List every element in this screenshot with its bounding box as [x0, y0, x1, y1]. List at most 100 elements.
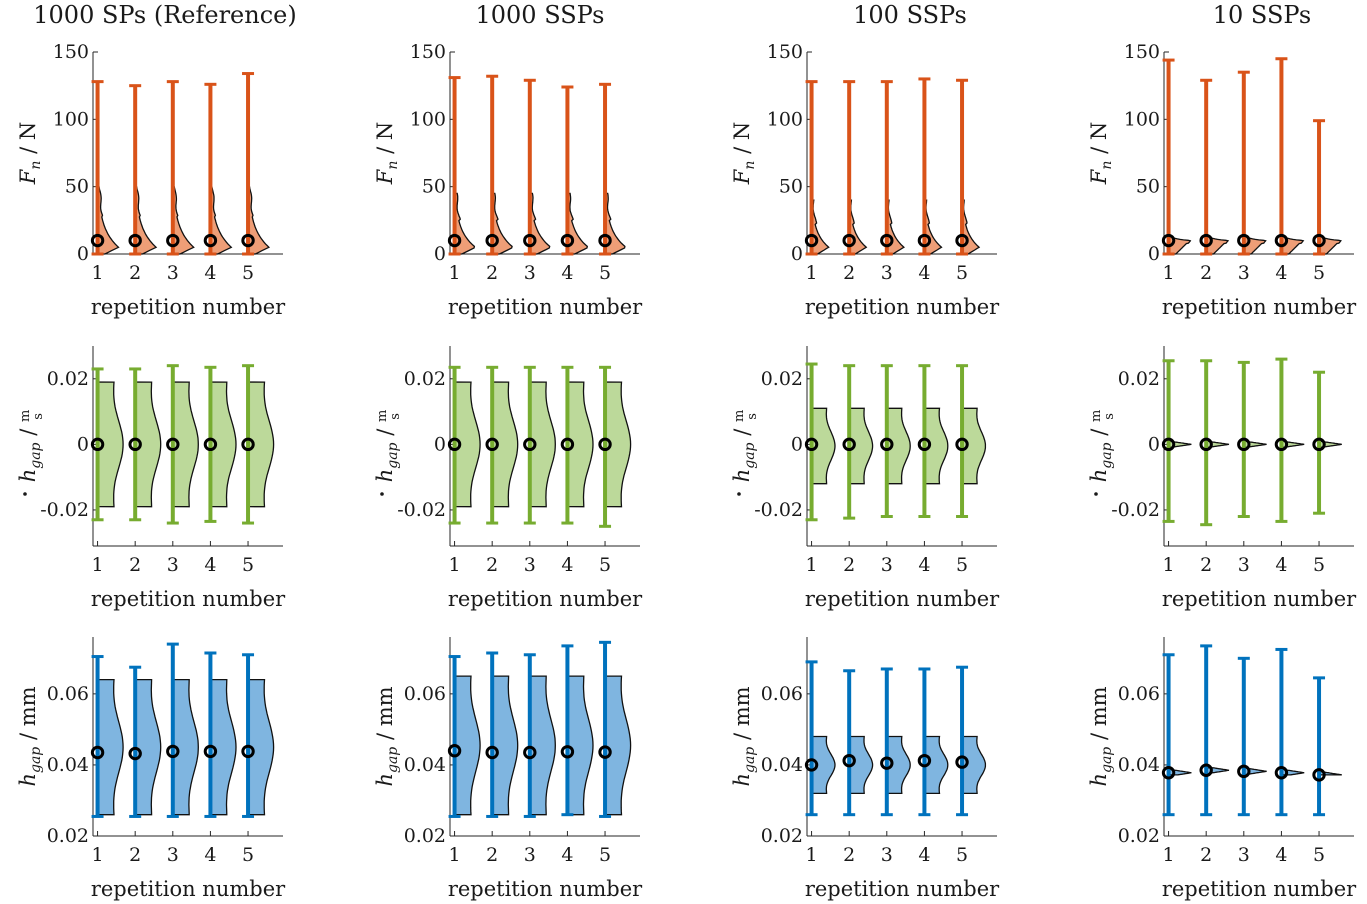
x-tick-label: 1	[449, 554, 461, 576]
x-tick-label: 1	[92, 844, 104, 866]
median-marker	[203, 233, 218, 248]
x-tick-label: 3	[1238, 554, 1250, 576]
x-tick-label: 2	[843, 262, 855, 284]
median-marker	[90, 437, 105, 452]
median-marker	[1161, 437, 1176, 452]
column-title-2: 1000 SSPs	[476, 1, 605, 29]
x-tick-label: 1	[1163, 844, 1175, 866]
violin-shape	[529, 675, 556, 816]
y-tick-label: 150	[767, 41, 803, 63]
median-marker	[447, 233, 462, 248]
x-tick-label: 3	[167, 554, 179, 576]
y-tick-label: 0.06	[761, 683, 803, 705]
y-tick-label: 0.04	[404, 754, 446, 776]
median-marker	[523, 437, 537, 452]
y-axis-label: hgap / mm	[373, 686, 401, 786]
median-marker	[166, 437, 180, 452]
x-tick-label: 3	[167, 262, 179, 284]
x-tick-label: 4	[1275, 844, 1287, 866]
median-marker	[1199, 233, 1213, 248]
y-tick-label: -0.02	[754, 499, 803, 521]
x-tick-label: 3	[881, 844, 893, 866]
median-marker	[955, 233, 969, 248]
x-tick-label: 4	[918, 554, 930, 576]
y-tick-label: 100	[53, 108, 89, 130]
panel-hdot-col1: -0.02 0 0.02 1 2 3 4 5 repetition number hgap / m…	[16, 346, 286, 611]
y-axis-label: hgap / mm	[1087, 686, 1115, 786]
panel-hdot-col3: -0.02 0 0.02 1 2 3 4 5 repetition number hgap / m…	[730, 346, 1000, 611]
y-tick-label: 50	[779, 176, 803, 198]
x-tick-label: 3	[1238, 262, 1250, 284]
panel-fn-col3: 0 50 100 150 1 2 3 4 5 repetition number Fn / N	[730, 41, 1000, 319]
y-tick-label: -0.02	[1111, 499, 1160, 521]
ylabel-dot-accent	[380, 492, 384, 496]
median-marker	[128, 437, 142, 452]
panel-h-col2: 0.02 0.04 0.06 1 2 3 4 5 repetition number hgap /…	[373, 637, 643, 901]
violin-shape	[886, 735, 911, 795]
y-axis-label: Fn / N	[373, 122, 401, 185]
x-tick-label: 4	[561, 844, 573, 866]
x-axis-label: repetition number	[91, 587, 286, 611]
y-tick-label: 0	[434, 243, 446, 265]
median-marker	[917, 753, 932, 768]
panel-fn-col4: 0 50 100 150 1 2 3 4 5 repetition number Fn / N	[1087, 41, 1357, 319]
x-tick-label: 4	[204, 554, 216, 576]
y-tick-label: 0.04	[761, 754, 803, 776]
column-title-4: 10 SSPs	[1213, 1, 1311, 29]
x-tick-label: 1	[449, 262, 461, 284]
x-tick-label: 3	[524, 844, 536, 866]
violin-shape	[566, 381, 594, 508]
x-axis-label: repetition number	[805, 295, 1000, 319]
x-tick-label: 4	[1275, 262, 1287, 284]
median-marker	[955, 437, 969, 452]
x-tick-label: 4	[204, 844, 216, 866]
x-tick-label: 1	[1163, 262, 1175, 284]
y-tick-label: 0.04	[1118, 754, 1160, 776]
median-marker	[241, 744, 255, 759]
x-axis-label: repetition number	[1162, 295, 1357, 319]
y-axis-label: hgap / mm	[730, 686, 758, 786]
violin-shape	[923, 735, 949, 795]
x-tick-label: 2	[486, 262, 498, 284]
column-titles: 1000 SPs (Reference) 1000 SSPs 100 SSPs …	[33, 1, 1311, 29]
violin-shape	[810, 407, 836, 485]
median-marker	[90, 233, 105, 248]
median-marker	[880, 437, 894, 452]
y-tick-label: 0	[77, 243, 89, 265]
median-marker	[1237, 764, 1251, 779]
violin-shape	[96, 678, 124, 816]
y-axis-label: hgap / ms	[1087, 410, 1117, 483]
violin-shape	[453, 675, 481, 816]
panel-h-col3: 0.02 0.04 0.06 1 2 3 4 5 repetition number hgap /…	[730, 637, 1000, 901]
x-tick-label: 2	[129, 554, 141, 576]
y-tick-label: 150	[410, 41, 446, 63]
median-marker	[241, 437, 255, 452]
median-marker	[842, 753, 856, 768]
violin-shape	[604, 381, 632, 508]
x-tick-label: 5	[1313, 262, 1325, 284]
median-marker	[1161, 233, 1176, 248]
median-marker	[917, 437, 932, 452]
y-tick-label: 0.04	[47, 754, 89, 776]
median-marker	[598, 437, 612, 452]
y-tick-label: 100	[410, 108, 446, 130]
x-tick-label: 4	[1275, 554, 1287, 576]
ylabel-dot-accent	[23, 492, 27, 496]
x-tick-label: 1	[92, 554, 104, 576]
median-marker	[955, 755, 969, 769]
median-marker	[485, 437, 499, 452]
x-tick-label: 2	[1200, 554, 1212, 576]
x-tick-label: 5	[956, 554, 968, 576]
ylabel-dot-accent	[737, 492, 741, 496]
median-marker	[128, 233, 142, 248]
x-tick-label: 5	[599, 262, 611, 284]
x-tick-label: 2	[1200, 844, 1212, 866]
median-marker	[560, 437, 575, 452]
median-marker	[166, 744, 180, 759]
y-axis-label: Fn / N	[730, 122, 758, 185]
median-marker	[842, 437, 856, 452]
y-tick-label: 50	[422, 176, 446, 198]
violin-shape	[491, 675, 519, 816]
x-tick-label: 5	[1313, 554, 1325, 576]
